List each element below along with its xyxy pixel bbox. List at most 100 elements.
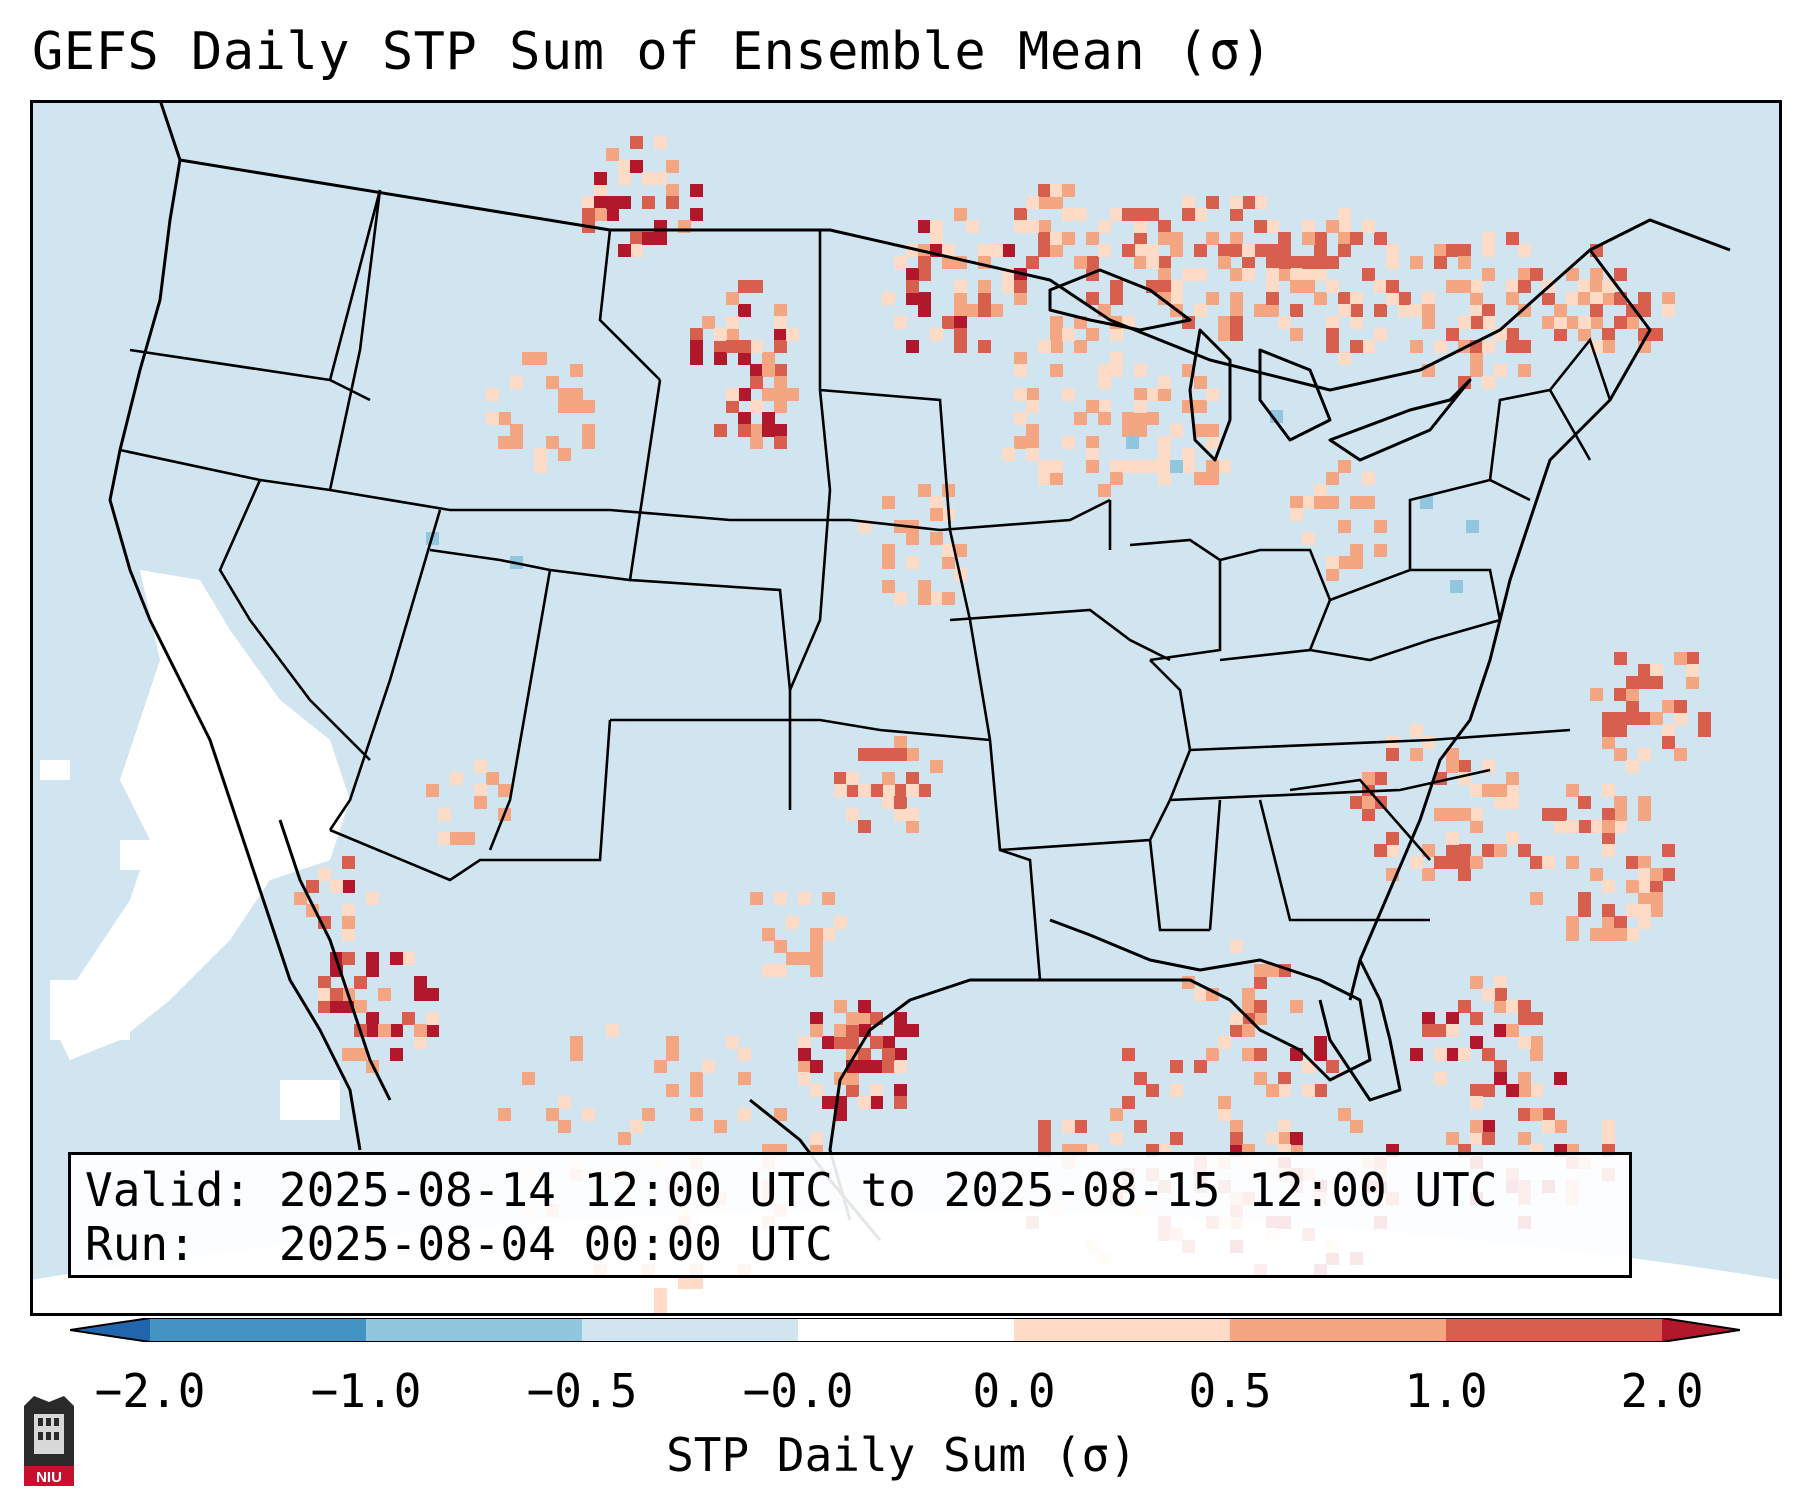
stp-cell xyxy=(1506,292,1519,305)
stp-cell xyxy=(1050,316,1063,329)
stp-cell xyxy=(1038,244,1051,257)
stp-cell xyxy=(1014,364,1027,377)
stp-cell xyxy=(1254,1012,1267,1025)
stp-cell xyxy=(1590,292,1603,305)
stp-cell xyxy=(1134,460,1147,473)
stp-cell xyxy=(1158,232,1171,245)
stp-cell xyxy=(870,748,883,761)
stp-cell xyxy=(1446,832,1459,845)
stp-cell xyxy=(1374,844,1387,857)
stp-cell xyxy=(1590,928,1603,941)
stp-cell xyxy=(990,304,1003,317)
colorbar-extend-low xyxy=(70,1318,150,1342)
stp-cell xyxy=(1338,208,1351,221)
stp-cell xyxy=(1002,448,1015,461)
stp-cell xyxy=(666,160,679,173)
stp-cell xyxy=(1050,244,1063,257)
stp-cell xyxy=(1518,1108,1531,1121)
stp-cell xyxy=(690,340,703,353)
stp-cell xyxy=(1386,844,1399,857)
stp-cell xyxy=(342,1048,355,1061)
stp-cell xyxy=(690,352,703,365)
stp-cell xyxy=(1554,1072,1567,1085)
stp-cell xyxy=(1518,340,1531,353)
stp-cell xyxy=(1650,664,1663,677)
stp-cell xyxy=(390,1048,403,1061)
stp-cell xyxy=(1542,808,1555,821)
stp-cell xyxy=(1098,400,1111,413)
stp-cell xyxy=(714,352,727,365)
stp-cell xyxy=(1590,316,1603,329)
stp-cell xyxy=(978,292,991,305)
stp-cell xyxy=(1278,232,1291,245)
stp-cell xyxy=(1074,1120,1087,1133)
stp-cell xyxy=(726,340,739,353)
stp-cell xyxy=(1518,1000,1531,1013)
stp-cell xyxy=(1098,220,1111,233)
stp-cell xyxy=(942,544,955,557)
stp-cell xyxy=(1578,316,1591,329)
stp-cell xyxy=(1422,736,1435,749)
stp-cell xyxy=(1290,1132,1303,1145)
stp-cell xyxy=(1410,724,1423,737)
stp-cell xyxy=(894,808,907,821)
stp-cell xyxy=(1650,904,1663,917)
stp-cell xyxy=(846,1072,859,1085)
stp-cell xyxy=(690,1276,703,1289)
stp-cell xyxy=(1566,916,1579,929)
stp-cell xyxy=(666,184,679,197)
stp-cell xyxy=(726,292,739,305)
stp-cell xyxy=(1230,268,1243,281)
stp-cell xyxy=(846,1084,859,1097)
stp-cell xyxy=(654,1060,667,1073)
stp-cell xyxy=(1146,244,1159,257)
stp-cell xyxy=(1686,676,1699,689)
stp-cell xyxy=(1470,352,1483,365)
stp-cell xyxy=(1314,244,1327,257)
stp-cell xyxy=(1530,268,1543,281)
stp-cell xyxy=(1470,364,1483,377)
stp-cell xyxy=(1470,1096,1483,1109)
stp-cell xyxy=(606,196,619,209)
stp-cell xyxy=(918,592,931,605)
colorbar-tick: 1.0 xyxy=(1404,1364,1488,1418)
stp-cell xyxy=(1086,256,1099,269)
stp-cell xyxy=(498,784,511,797)
stp-cell xyxy=(642,172,655,185)
stp-cell xyxy=(1578,892,1591,905)
stp-cell xyxy=(1482,244,1495,257)
stp-cell xyxy=(630,232,643,245)
stp-cell xyxy=(1446,844,1459,857)
stp-cell xyxy=(738,1072,751,1085)
stp-cell xyxy=(1326,328,1339,341)
stp-cell xyxy=(714,1120,727,1133)
stp-cell xyxy=(1206,1048,1219,1061)
stp-cell xyxy=(342,904,355,917)
stp-cell xyxy=(1650,328,1663,341)
stp-cell xyxy=(738,1048,751,1061)
stp-cell xyxy=(426,784,439,797)
stp-cell xyxy=(762,352,775,365)
stp-cell xyxy=(1074,256,1087,269)
stp-cell xyxy=(858,1048,871,1061)
stp-cell xyxy=(1602,832,1615,845)
stp-cell xyxy=(1482,1084,1495,1097)
stp-cell xyxy=(1158,256,1171,269)
stp-cell xyxy=(954,316,967,329)
stp-cell xyxy=(1050,364,1063,377)
stp-cell xyxy=(1230,232,1243,245)
stp-cell xyxy=(1470,316,1483,329)
stp-cell xyxy=(606,1024,619,1037)
stp-cell xyxy=(1230,292,1243,305)
stp-cell xyxy=(858,748,871,761)
stp-cell xyxy=(1554,304,1567,317)
stp-cell xyxy=(1602,280,1615,293)
stp-cell xyxy=(570,400,583,413)
stp-cell xyxy=(1290,268,1303,281)
stp-cell xyxy=(1254,976,1267,989)
stp-cell xyxy=(942,484,955,497)
stp-cell xyxy=(906,292,919,305)
stp-cell xyxy=(1530,1108,1543,1121)
colorbar-bin-m1-m05 xyxy=(366,1318,582,1342)
stp-cell xyxy=(1314,484,1327,497)
